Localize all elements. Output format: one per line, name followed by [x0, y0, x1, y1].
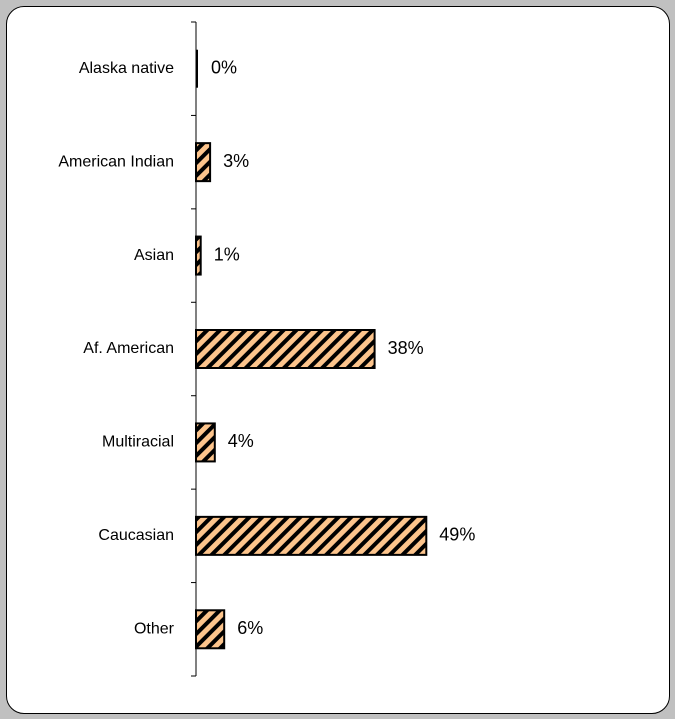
value-label: 0% [211, 57, 237, 77]
bar [195, 235, 202, 276]
bar [196, 49, 198, 88]
bar [195, 609, 226, 650]
bar [195, 329, 376, 369]
category-label: Af. American [83, 340, 174, 357]
category-label: American Indian [58, 153, 174, 170]
bar [195, 142, 212, 183]
category-label: Asian [134, 247, 174, 264]
bar [195, 515, 428, 556]
category-label: Alaska native [79, 60, 174, 77]
category-label: Caucasian [98, 527, 174, 544]
value-label: 38% [388, 338, 424, 358]
category-label: Other [134, 621, 175, 638]
value-label: 1% [214, 244, 240, 264]
category-label: Multiracial [102, 434, 174, 451]
value-label: 3% [223, 151, 249, 171]
value-label: 49% [439, 525, 475, 545]
value-label: 4% [228, 431, 254, 451]
value-label: 6% [237, 618, 263, 638]
bar [195, 422, 216, 463]
